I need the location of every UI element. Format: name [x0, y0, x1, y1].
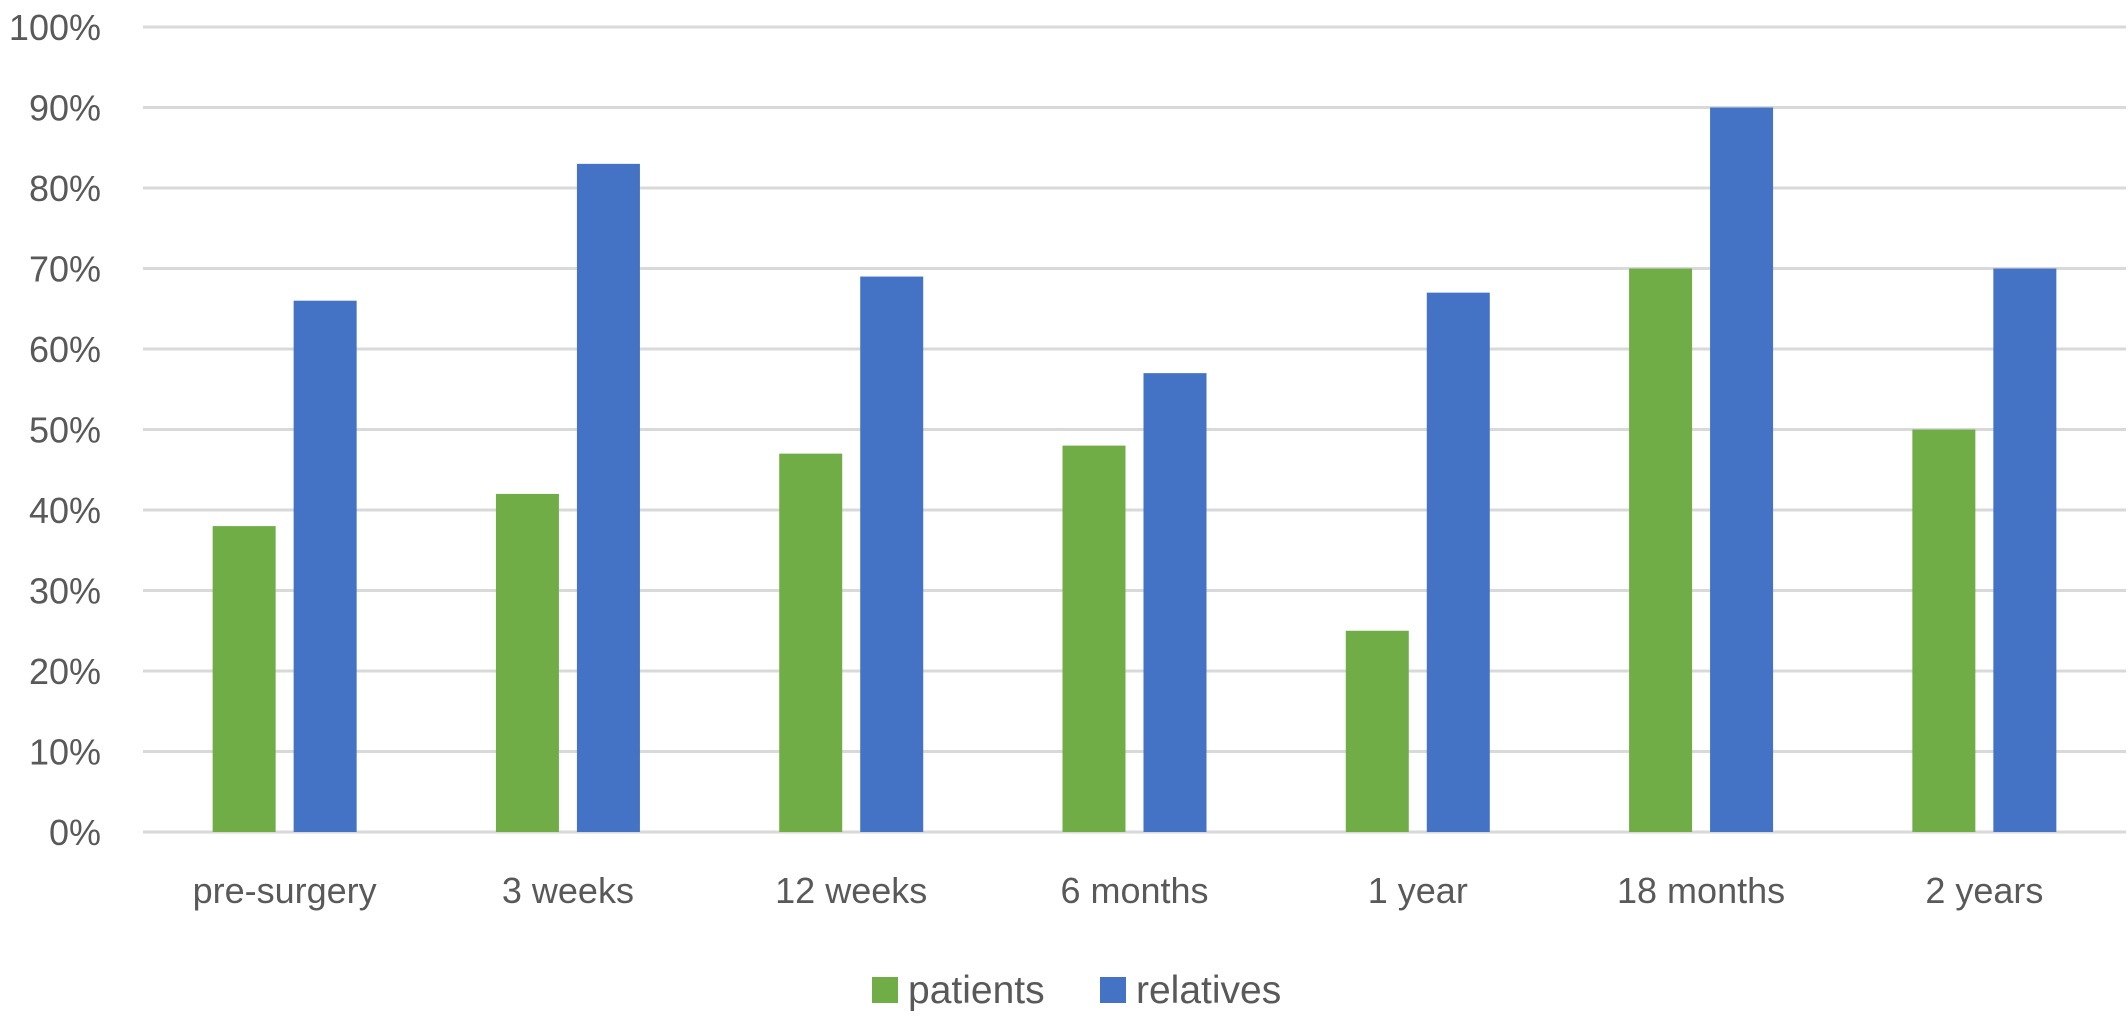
y-tick-label: 10%	[29, 732, 101, 773]
y-tick-label: 0%	[49, 812, 101, 853]
y-tick-label: 60%	[29, 329, 101, 370]
legend-label-patients: patients	[908, 969, 1045, 1012]
bar-relatives-2	[860, 276, 924, 832]
y-tick-label: 20%	[29, 651, 101, 692]
x-category-label: pre-surgery	[193, 870, 377, 911]
x-category-label: 2 years	[1925, 870, 2043, 911]
y-tick-label: 70%	[29, 249, 101, 290]
x-category-label: 18 months	[1617, 870, 1785, 911]
bar-relatives-0	[293, 300, 357, 832]
gridlines	[143, 25, 2126, 834]
x-axis-category-labels: pre-surgery 3 weeks 12 weeks 6 months 1 year…	[193, 870, 2044, 911]
legend-swatch-patients	[872, 977, 898, 1003]
bar-patients-5	[1629, 268, 1693, 832]
bar-patients-6	[1912, 429, 1976, 832]
bar-patients-2	[779, 453, 843, 832]
bar-patients-4	[1345, 630, 1409, 832]
y-tick-label: 40%	[29, 490, 101, 531]
bar-relatives-1	[576, 163, 640, 833]
y-tick-label: 30%	[29, 571, 101, 612]
y-tick-label: 100%	[9, 7, 101, 48]
bar-patients-0	[212, 526, 276, 832]
bar-patients-3	[1062, 445, 1126, 832]
bar-relatives-5	[1710, 107, 1774, 832]
legend-swatch-relatives	[1100, 977, 1126, 1003]
x-category-label: 3 weeks	[502, 870, 634, 911]
bar-relatives-6	[1993, 268, 2057, 832]
bar-patients-1	[495, 493, 559, 832]
y-tick-label: 80%	[29, 168, 101, 209]
y-tick-label: 90%	[29, 88, 101, 129]
x-category-label: 12 weeks	[775, 870, 927, 911]
y-axis-tick-labels: 0% 10% 20% 30% 40% 50% 60% 70% 80% 90% 100%	[9, 7, 101, 853]
bars	[212, 107, 2057, 833]
x-category-label: 6 months	[1060, 870, 1208, 911]
bar-relatives-3	[1143, 373, 1207, 832]
y-tick-label: 50%	[29, 410, 101, 451]
bar-relatives-4	[1426, 292, 1490, 832]
x-category-label: 1 year	[1368, 870, 1468, 911]
legend-label-relatives: relatives	[1136, 969, 1281, 1012]
legend: patients relatives	[872, 969, 1281, 1012]
